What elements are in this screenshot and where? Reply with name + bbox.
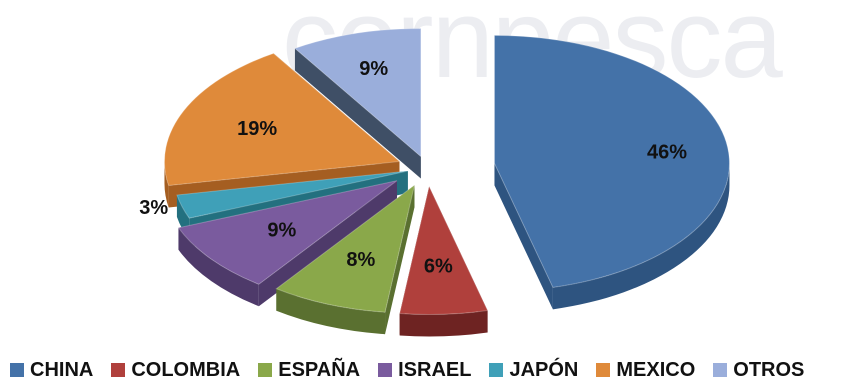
legend-label: OTROS <box>733 358 805 381</box>
legend-label: COLOMBIA <box>131 358 241 381</box>
legend-swatch <box>489 363 504 377</box>
pie-slice-top <box>399 184 489 315</box>
pie-slice-china <box>493 34 730 310</box>
pie-slice-side <box>164 161 169 208</box>
pie-slice-wall-end <box>494 163 553 310</box>
legend-swatch <box>378 363 393 377</box>
data-label-china: 46% <box>647 141 687 163</box>
legend-item-españa: ESPAÑA <box>258 359 360 382</box>
pie-slice-top <box>177 180 398 285</box>
pie-slice-top <box>164 52 401 187</box>
data-label-israel: 9% <box>267 219 296 241</box>
pie-slice-top <box>493 34 730 288</box>
pie-slice-top <box>293 27 422 158</box>
pie-slice-otros <box>293 27 422 179</box>
pie-slice-top <box>275 183 416 313</box>
pie-slice-side <box>399 310 488 337</box>
legend-swatch <box>258 363 273 377</box>
pie-slice-top <box>176 170 408 219</box>
pie-slice-españa <box>275 183 416 335</box>
legend-item-japón: JAPÓN <box>489 359 578 382</box>
pie-slice-wall-start <box>385 185 415 335</box>
legend-swatch <box>10 363 24 377</box>
legend-swatch <box>111 363 126 377</box>
legend-item-israel: ISRAEL <box>378 359 471 382</box>
chart-legend: CHINA COLOMBIA ESPAÑA ISRAEL JAPÓN MEXICO OTRO… <box>10 355 850 385</box>
data-label-españa: 8% <box>346 249 375 271</box>
data-label-japón: 3% <box>139 197 168 219</box>
pie-slice-side <box>276 288 386 335</box>
pie-slice-israel <box>177 180 398 307</box>
data-label-colombia: 6% <box>424 256 453 278</box>
legend-label: MEXICO <box>616 358 696 381</box>
legend-swatch <box>596 363 611 377</box>
pie-chart-plot: 46% 6% 8% 9% 3% 19% 9% <box>139 27 730 337</box>
data-label-mexico: 19% <box>237 118 277 140</box>
legend-label: ESPAÑA <box>278 358 361 381</box>
pie-slice-wall-start <box>258 180 397 307</box>
legend-item-colombia: COLOMBIA <box>111 359 240 382</box>
legend-label: JAPÓN <box>509 358 579 381</box>
legend-label: ISRAEL <box>398 358 472 381</box>
legend-label: CHINA <box>30 358 94 381</box>
pie-slice-side <box>552 163 730 310</box>
legend-swatch <box>713 363 728 377</box>
legend-item-china: CHINA <box>10 359 93 382</box>
pie-slice-wall-start <box>294 48 421 179</box>
pie-slice-colombia <box>399 184 489 337</box>
legend-item-otros: OTROS <box>713 359 804 382</box>
pie-slice-side <box>178 227 259 307</box>
legend-item-mexico: MEXICO <box>596 359 695 382</box>
data-label-otros: 9% <box>359 58 388 80</box>
